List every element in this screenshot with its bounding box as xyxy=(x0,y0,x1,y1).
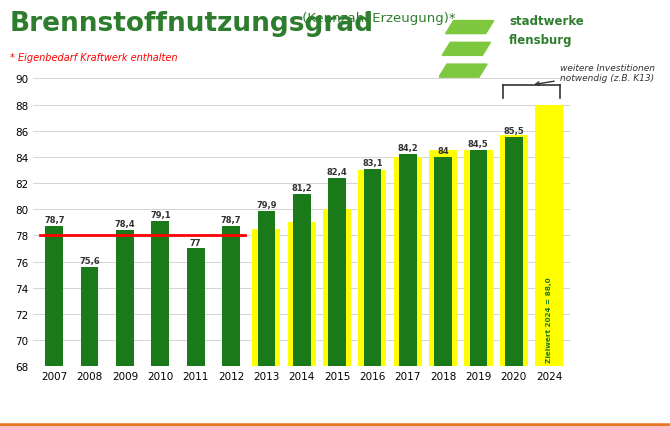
Text: 75,6: 75,6 xyxy=(79,256,100,265)
Text: 83,1: 83,1 xyxy=(362,158,383,167)
Text: * Eigenbedarf Kraftwerk enthalten: * Eigenbedarf Kraftwerk enthalten xyxy=(10,53,178,63)
Bar xyxy=(287,223,316,366)
Text: Zielwert 2013 = 78,5: Zielwert 2013 = 78,5 xyxy=(263,277,269,363)
Legend: Zielwert, Ist, Mittelwert 2007-2012: Zielwert, Ist, Mittelwert 2007-2012 xyxy=(157,423,447,426)
Text: Zielwert 2020 = 85,7: Zielwert 2020 = 85,7 xyxy=(511,277,517,363)
Bar xyxy=(81,267,98,366)
Bar xyxy=(257,211,275,366)
Bar xyxy=(434,158,452,366)
Text: stadtwerke: stadtwerke xyxy=(509,15,584,28)
Text: 84,5: 84,5 xyxy=(468,140,488,149)
Text: 79,1: 79,1 xyxy=(150,210,171,219)
Text: Zielwert 2016 = 83,0: Zielwert 2016 = 83,0 xyxy=(369,277,375,363)
Bar xyxy=(187,249,204,366)
Bar xyxy=(364,169,381,366)
Bar xyxy=(222,227,240,366)
Text: 78,7: 78,7 xyxy=(220,216,241,225)
Text: 78,7: 78,7 xyxy=(44,216,64,225)
Text: 82,4: 82,4 xyxy=(327,167,347,176)
Text: Zielwert 2018 = 84,5: Zielwert 2018 = 84,5 xyxy=(440,277,446,363)
Bar xyxy=(328,178,346,366)
Text: Zielwert 2019 = 84,5: Zielwert 2019 = 84,5 xyxy=(476,277,481,363)
Polygon shape xyxy=(439,65,487,78)
Bar xyxy=(429,151,457,366)
Text: 85,5: 85,5 xyxy=(503,127,524,136)
Text: Zielwert 2014 = 79,0: Zielwert 2014 = 79,0 xyxy=(299,277,305,363)
Bar xyxy=(358,170,387,366)
Text: flensburg: flensburg xyxy=(509,34,573,47)
Text: weitere Investitionen
notwendig (z.B. K13): weitere Investitionen notwendig (z.B. K1… xyxy=(535,63,655,86)
Bar xyxy=(464,151,492,366)
Text: 84,2: 84,2 xyxy=(397,144,418,153)
Text: Zielwert 2017 = 84,0: Zielwert 2017 = 84,0 xyxy=(405,277,411,363)
Bar xyxy=(505,138,523,366)
Bar xyxy=(393,158,422,366)
Polygon shape xyxy=(442,43,490,56)
Bar xyxy=(470,151,487,366)
Text: 79,9: 79,9 xyxy=(256,200,277,209)
Bar xyxy=(323,210,351,366)
Text: 84: 84 xyxy=(438,147,449,155)
Bar xyxy=(252,229,281,366)
Text: Brennstoffnutzungsgrad: Brennstoffnutzungsgrad xyxy=(10,11,374,37)
Bar xyxy=(151,222,169,366)
Polygon shape xyxy=(446,21,494,35)
Bar xyxy=(535,105,563,366)
Bar xyxy=(500,135,528,366)
Text: Zielwert 2024 = 88,0: Zielwert 2024 = 88,0 xyxy=(546,277,552,363)
Bar xyxy=(399,155,417,366)
Text: 77: 77 xyxy=(190,238,202,247)
Text: Zielwert 2015 = 80,0: Zielwert 2015 = 80,0 xyxy=(334,277,340,363)
Bar xyxy=(116,230,134,366)
Text: (Kennzahl Erzeugung)*: (Kennzahl Erzeugung)* xyxy=(298,12,456,25)
Text: 81,2: 81,2 xyxy=(291,183,312,192)
Bar xyxy=(46,227,63,366)
Text: 78,4: 78,4 xyxy=(115,220,135,229)
Bar xyxy=(293,194,310,366)
